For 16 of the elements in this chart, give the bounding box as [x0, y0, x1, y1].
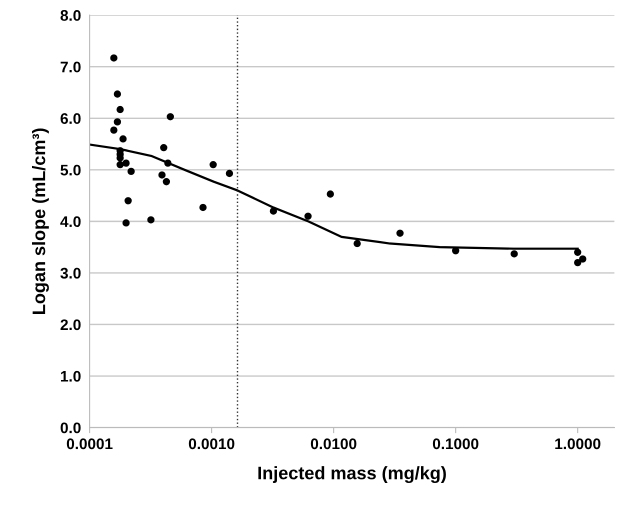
y-tick-label: 3.0 [60, 268, 81, 279]
y-tick-label: 7.0 [60, 62, 81, 72]
y-tick-label: 4.0 [60, 216, 81, 228]
x-tick-label: 0.0001 [66, 438, 113, 450]
y-tick-label: 8.0 [60, 10, 81, 21]
y-tick-label: 1.0 [60, 370, 81, 382]
x-tick-label: 0.1000 [432, 438, 478, 450]
x-axis-title: Injected mass (mg/kg) [258, 466, 446, 484]
y-tick-label: 6.0 [60, 113, 81, 124]
x-tick-label: 1.0000 [555, 438, 600, 450]
y-axis-title: Logan slope (mL/cm³) [32, 128, 49, 314]
x-tick-label: 0.0010 [188, 438, 234, 450]
y-tick-label: 2.0 [60, 319, 81, 330]
y-tick-label: 0.0 [60, 422, 81, 434]
x-tick-label: 0.0100 [310, 438, 356, 450]
y-tick-label: 5.0 [60, 164, 81, 176]
